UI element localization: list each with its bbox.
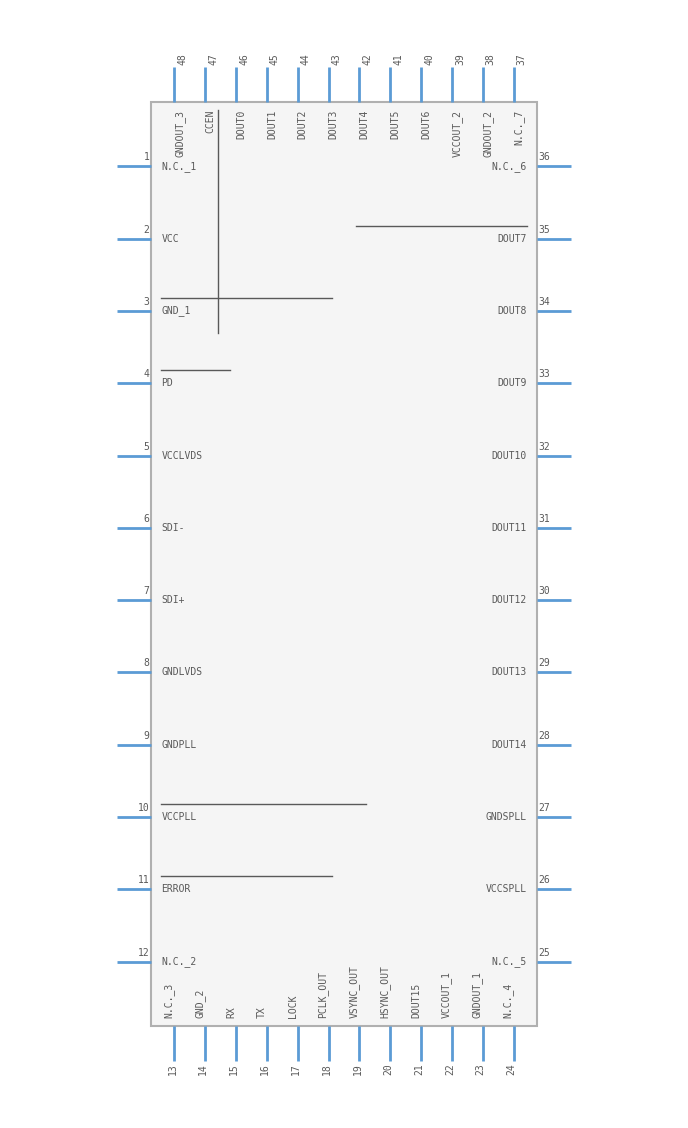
Text: RX: RX <box>226 1006 236 1019</box>
Text: DOUT12: DOUT12 <box>491 596 526 605</box>
Text: VCCPLL: VCCPLL <box>162 812 197 822</box>
Text: LOCK: LOCK <box>288 995 298 1019</box>
Text: GNDOUT_1: GNDOUT_1 <box>472 971 483 1019</box>
Text: DOUT7: DOUT7 <box>497 233 526 244</box>
Text: HSYNC_OUT: HSYNC_OUT <box>379 966 390 1019</box>
Text: GNDOUT_3: GNDOUT_3 <box>175 109 185 157</box>
Text: 22: 22 <box>445 1063 455 1075</box>
Text: 10: 10 <box>138 803 149 813</box>
Text: PD: PD <box>162 378 173 388</box>
Text: DOUT4: DOUT4 <box>359 109 369 139</box>
Text: N.C._1: N.C._1 <box>162 161 197 171</box>
Text: 17: 17 <box>291 1063 301 1075</box>
Text: 47: 47 <box>208 53 218 65</box>
Text: DOUT9: DOUT9 <box>497 378 526 388</box>
Text: DOUT3: DOUT3 <box>329 109 338 139</box>
Text: DOUT1: DOUT1 <box>267 109 277 139</box>
Text: DOUT6: DOUT6 <box>421 109 431 139</box>
Text: 2: 2 <box>144 224 149 235</box>
Text: GNDPLL: GNDPLL <box>162 740 197 750</box>
Text: N.C._4: N.C._4 <box>503 984 513 1019</box>
Text: 11: 11 <box>138 875 149 885</box>
Text: 25: 25 <box>539 948 550 958</box>
Text: 14: 14 <box>198 1063 208 1075</box>
Text: VCCOUT_1: VCCOUT_1 <box>441 971 452 1019</box>
Text: GND_1: GND_1 <box>162 306 191 316</box>
Text: 24: 24 <box>506 1063 517 1075</box>
Text: 39: 39 <box>455 53 465 65</box>
Text: 37: 37 <box>517 53 526 65</box>
Text: VCCOUT_2: VCCOUT_2 <box>452 109 463 157</box>
Bar <box>151 102 537 1026</box>
Text: 45: 45 <box>270 53 280 65</box>
Text: 42: 42 <box>363 53 372 65</box>
Text: 33: 33 <box>539 369 550 379</box>
Text: 48: 48 <box>178 53 187 65</box>
Text: 5: 5 <box>144 441 149 451</box>
Text: 4: 4 <box>144 369 149 379</box>
Text: N.C._3: N.C._3 <box>164 984 175 1019</box>
Text: GNDLVDS: GNDLVDS <box>162 668 202 678</box>
Text: DOUT15: DOUT15 <box>411 984 421 1019</box>
Text: 41: 41 <box>394 53 403 65</box>
Text: DOUT13: DOUT13 <box>491 668 526 678</box>
Text: PCLK_OUT: PCLK_OUT <box>318 971 329 1019</box>
Text: 18: 18 <box>321 1063 332 1075</box>
Text: DOUT0: DOUT0 <box>236 109 246 139</box>
Text: TX: TX <box>257 1006 267 1019</box>
Text: GNDOUT_2: GNDOUT_2 <box>483 109 493 157</box>
Text: SDI-: SDI- <box>162 523 185 532</box>
Text: 13: 13 <box>167 1063 178 1075</box>
Text: N.C._6: N.C._6 <box>491 161 526 171</box>
Text: VSYNC_OUT: VSYNC_OUT <box>349 966 359 1019</box>
Text: 44: 44 <box>301 53 311 65</box>
Text: GNDSPLL: GNDSPLL <box>486 812 526 822</box>
Text: 40: 40 <box>424 53 434 65</box>
Text: GND_2: GND_2 <box>195 989 205 1019</box>
Text: 29: 29 <box>539 659 550 669</box>
Text: DOUT11: DOUT11 <box>491 523 526 532</box>
Text: 20: 20 <box>383 1063 394 1075</box>
Text: 38: 38 <box>486 53 495 65</box>
Text: 23: 23 <box>475 1063 486 1075</box>
Text: VCCSPLL: VCCSPLL <box>486 884 526 895</box>
Text: N.C._5: N.C._5 <box>491 957 526 967</box>
Text: 15: 15 <box>229 1063 239 1075</box>
Text: 3: 3 <box>144 297 149 307</box>
Text: 36: 36 <box>539 152 550 162</box>
Text: 8: 8 <box>144 659 149 669</box>
Text: SDI+: SDI+ <box>162 596 185 605</box>
Text: CCEN: CCEN <box>205 109 215 133</box>
Text: 7: 7 <box>144 587 149 597</box>
Text: 35: 35 <box>539 224 550 235</box>
Text: 12: 12 <box>138 948 149 958</box>
Text: 19: 19 <box>352 1063 363 1075</box>
Text: DOUT10: DOUT10 <box>491 450 526 460</box>
Text: 46: 46 <box>239 53 249 65</box>
Text: DOUT5: DOUT5 <box>390 109 400 139</box>
Text: 30: 30 <box>539 587 550 597</box>
Text: 31: 31 <box>539 514 550 523</box>
Text: 1: 1 <box>144 152 149 162</box>
Text: 27: 27 <box>539 803 550 813</box>
Text: VCCLVDS: VCCLVDS <box>162 450 202 460</box>
Text: 16: 16 <box>260 1063 270 1075</box>
Text: 6: 6 <box>144 514 149 523</box>
Text: 43: 43 <box>332 53 341 65</box>
Text: 32: 32 <box>539 441 550 451</box>
Text: 28: 28 <box>539 731 550 741</box>
Text: DOUT2: DOUT2 <box>298 109 308 139</box>
Text: 26: 26 <box>539 875 550 885</box>
Text: DOUT14: DOUT14 <box>491 740 526 750</box>
Text: ERROR: ERROR <box>162 884 191 895</box>
Text: VCC: VCC <box>162 233 179 244</box>
Text: N.C._2: N.C._2 <box>162 957 197 967</box>
Text: 9: 9 <box>144 731 149 741</box>
Text: N.C._7: N.C._7 <box>513 109 524 144</box>
Text: 34: 34 <box>539 297 550 307</box>
Text: 21: 21 <box>414 1063 424 1075</box>
Text: DOUT8: DOUT8 <box>497 306 526 316</box>
